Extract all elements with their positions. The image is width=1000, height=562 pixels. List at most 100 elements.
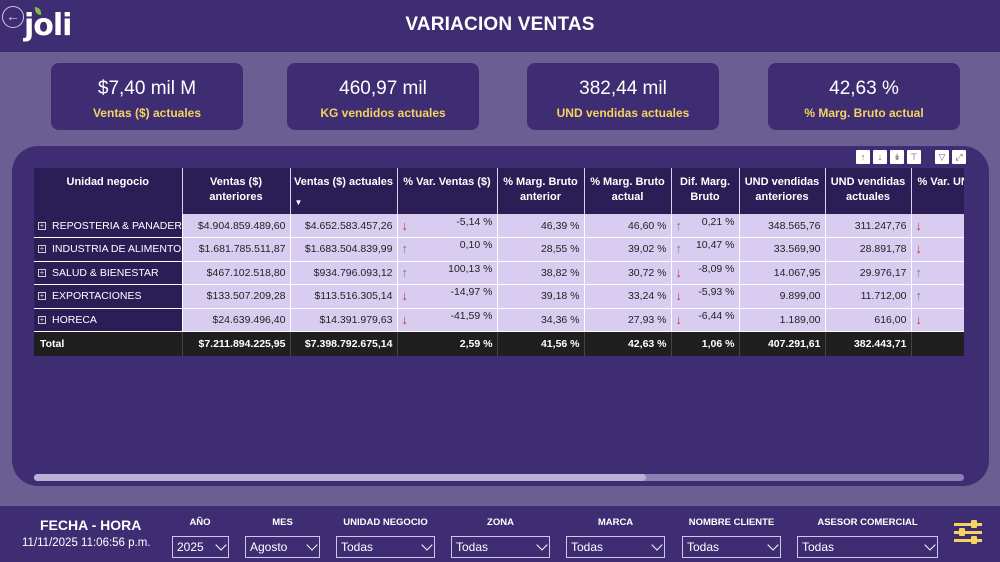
cell-var-und[interactable]: ↑113,08 %	[911, 261, 964, 285]
total-cell: -6,10 %	[911, 331, 964, 356]
filter-icon[interactable]: ▽	[935, 150, 949, 164]
column-header[interactable]: Ventas ($) anteriores	[182, 168, 291, 214]
cell-marg-actual[interactable]: 39,02 %	[584, 237, 672, 262]
expand-icon[interactable]: +	[38, 291, 46, 301]
cell-marg-anterior[interactable]: 34,36 %	[497, 308, 585, 332]
cell-und-anteriores[interactable]: 33.569,90	[739, 237, 826, 262]
total-label: Total	[34, 331, 183, 356]
cell-marg-actual[interactable]: 27,93 %	[584, 308, 672, 332]
table-row[interactable]: + HORECA $24.639.496,40 $14.391.979,63 ↓ -41,…	[34, 308, 964, 332]
cell-dif-marg[interactable]: ↓ -5,93 %	[671, 284, 740, 309]
horizontal-scrollbar[interactable]	[34, 474, 964, 481]
cell-var-ventas[interactable]: ↓ -14,97 %	[397, 284, 498, 309]
slicer-marca[interactable]: Todas	[566, 536, 665, 558]
cell-value: 0,10 %	[459, 239, 493, 252]
cell-ventas-actuales[interactable]: $934.796.093,12	[290, 261, 398, 285]
cell-und-actuales[interactable]: 29.976,17	[825, 261, 912, 285]
slicer-unidad-negocio[interactable]: Todas	[336, 536, 435, 558]
cell-ventas-anteriores[interactable]: $4.904.859.489,60	[182, 214, 291, 238]
cell-value: 28.891,78	[859, 243, 907, 256]
cell-marg-actual[interactable]: 30,72 %	[584, 261, 672, 285]
column-header[interactable]: UND vendidas actuales	[825, 168, 912, 214]
expand-icon[interactable]: +	[38, 267, 46, 277]
table-row[interactable]: + REPOSTERIA & PANADERIA $4.904.859.489,60…	[34, 214, 964, 238]
cell-var-und[interactable]: ↓-10,71 %	[911, 214, 964, 238]
cell-und-anteriores[interactable]: 14.067,95	[739, 261, 826, 285]
column-header[interactable]: % Var. UND vendidas	[911, 168, 964, 214]
cell-dif-marg[interactable]: ↓ -6,44 %	[671, 308, 740, 332]
cell-ventas-actuales[interactable]: $4.652.583.457,26	[290, 214, 398, 238]
cell-value: -5,93 %	[698, 286, 735, 299]
total-cell: $7.211.894.225,95	[182, 331, 291, 356]
filter-sliders-icon[interactable]	[954, 520, 982, 546]
cell-ventas-anteriores[interactable]: $467.102.518,80	[182, 261, 291, 285]
cell-dif-marg[interactable]: ↑ 0,21 %	[671, 214, 740, 238]
cell-marg-anterior[interactable]: 39,18 %	[497, 284, 585, 309]
column-header[interactable]: UND vendidas anteriores	[739, 168, 826, 214]
cell-und-actuales[interactable]: 311.247,76	[825, 214, 912, 238]
cell-var-und[interactable]: ↓-48,19 %	[911, 308, 964, 332]
column-header[interactable]: % Marg. Bruto anterior	[497, 168, 585, 214]
column-header[interactable]: Dif. Marg. Bruto	[671, 168, 740, 214]
cell-ventas-actuales[interactable]: $1.683.504.839,99	[290, 237, 398, 262]
cell-var-ventas[interactable]: ↓ -5,14 %	[397, 214, 498, 238]
cell-value: 28,55 %	[540, 243, 580, 256]
focus-mode-icon[interactable]: ⤢	[952, 150, 966, 164]
cell-ventas-anteriores[interactable]: $133.507.209,28	[182, 284, 291, 309]
row-header-cell[interactable]: + SALUD & BIENESTAR	[34, 261, 183, 285]
scrollbar-thumb[interactable]	[34, 474, 646, 481]
row-header-cell[interactable]: + REPOSTERIA & PANADERIA	[34, 214, 183, 238]
cell-und-actuales[interactable]: 28.891,78	[825, 237, 912, 262]
table-row[interactable]: + SALUD & BIENESTAR $467.102.518,80 $934.79…	[34, 261, 964, 285]
column-header[interactable]: Ventas ($) actuales ▼	[290, 168, 398, 214]
cell-und-actuales[interactable]: 11.712,00	[825, 284, 912, 309]
cell-ventas-anteriores[interactable]: $24.639.496,40	[182, 308, 291, 332]
cell-ventas-actuales[interactable]: $14.391.979,63	[290, 308, 398, 332]
cell-var-ventas[interactable]: ↑ 0,10 %	[397, 237, 498, 262]
cell-marg-actual[interactable]: 46,60 %	[584, 214, 672, 238]
slicer-ano[interactable]: 2025	[172, 536, 229, 558]
cell-marg-anterior[interactable]: 28,55 %	[497, 237, 585, 262]
column-header[interactable]: % Var. Ventas ($)	[397, 168, 498, 214]
expand-all-icon[interactable]: ⊤	[907, 150, 921, 164]
slicer-value: 2025	[177, 540, 204, 554]
cell-ventas-actuales[interactable]: $113.516.305,14	[290, 284, 398, 309]
cell-var-ventas[interactable]: ↓ -41,59 %	[397, 308, 498, 332]
slicer-zona[interactable]: Todas	[451, 536, 550, 558]
cell-dif-marg[interactable]: ↑ 10,47 %	[671, 237, 740, 262]
cell-und-anteriores[interactable]: 9.899,00	[739, 284, 826, 309]
cell-value: 38,82 %	[540, 266, 580, 279]
cell-var-ventas[interactable]: ↑ 100,13 %	[397, 261, 498, 285]
slicer-asesor-comercial[interactable]: Todas	[797, 536, 938, 558]
slicer-mes[interactable]: Agosto	[245, 536, 320, 558]
expand-icon[interactable]: +	[38, 244, 46, 254]
cell-und-anteriores[interactable]: 1.189,00	[739, 308, 826, 332]
column-header[interactable]: % Marg. Bruto actual	[584, 168, 672, 214]
back-arrow-icon[interactable]: ←	[2, 6, 24, 28]
cell-marg-anterior[interactable]: 46,39 %	[497, 214, 585, 238]
cell-und-actuales[interactable]: 616,00	[825, 308, 912, 332]
go-to-next-level-icon[interactable]: ↡	[890, 150, 904, 164]
row-header-cell[interactable]: + HORECA	[34, 308, 183, 332]
slicer-value: Todas	[802, 540, 835, 554]
drill-up-icon[interactable]: ↑	[856, 150, 870, 164]
cell-und-anteriores[interactable]: 348.565,76	[739, 214, 826, 238]
expand-icon[interactable]: +	[38, 220, 46, 230]
cell-dif-marg[interactable]: ↓ -8,09 %	[671, 261, 740, 285]
cell-marg-actual[interactable]: 33,24 %	[584, 284, 672, 309]
cell-ventas-anteriores[interactable]: $1.681.785.511,87	[182, 237, 291, 262]
page-title: VARIACION VENTAS	[405, 14, 595, 35]
slicer-nombre-cliente[interactable]: Todas	[682, 536, 781, 558]
cell-var-und[interactable]: ↓-13,94 %	[911, 237, 964, 262]
cell-var-und[interactable]: ↑18,31 %	[911, 284, 964, 309]
row-header-cell[interactable]: + EXPORTACIONES	[34, 284, 183, 309]
cell-value: -41,59 %	[450, 309, 493, 322]
table-row[interactable]: + INDUSTRIA DE ALIMENTOS $1.681.785.511,87…	[34, 237, 964, 262]
drill-down-icon[interactable]: ↓	[873, 150, 887, 164]
row-header-cell[interactable]: + INDUSTRIA DE ALIMENTOS	[34, 237, 183, 262]
column-header[interactable]: Unidad negocio	[34, 168, 183, 214]
column-header-label: Ventas ($) actuales	[293, 176, 394, 188]
table-row[interactable]: + EXPORTACIONES $133.507.209,28 $113.516.30…	[34, 284, 964, 309]
cell-marg-anterior[interactable]: 38,82 %	[497, 261, 585, 285]
expand-icon[interactable]: +	[38, 314, 46, 324]
